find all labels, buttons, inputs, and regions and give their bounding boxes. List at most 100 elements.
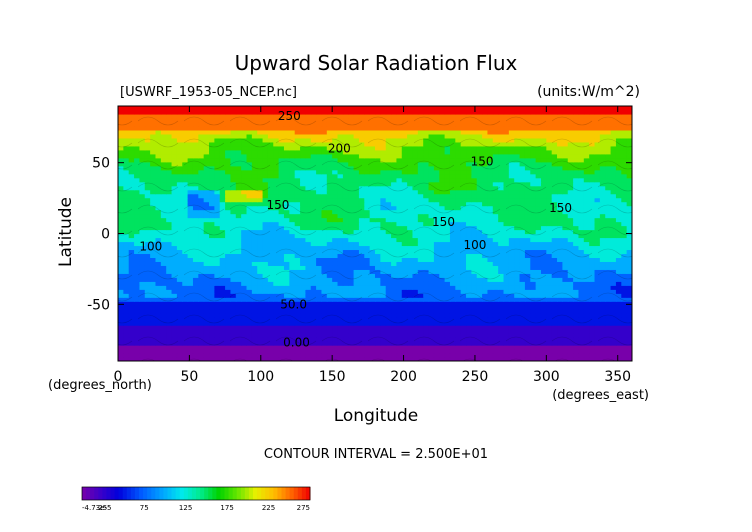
heatmap-cell — [294, 193, 301, 199]
heatmap-cell — [187, 269, 194, 274]
heatmap-cell — [385, 181, 392, 187]
heatmap-cell — [337, 281, 344, 286]
heatmap-cell — [471, 189, 478, 195]
heatmap-cell — [316, 189, 323, 195]
heatmap-cell — [171, 309, 178, 314]
heatmap-cell — [225, 157, 232, 163]
heatmap-cell — [407, 281, 414, 286]
heatmap-cell — [273, 293, 280, 298]
heatmap-cell — [241, 161, 248, 167]
heatmap-cell — [557, 217, 563, 223]
heatmap-cell — [508, 153, 515, 159]
heatmap-cell — [294, 217, 301, 223]
heatmap-cell — [342, 217, 349, 223]
heatmap-cell — [455, 161, 462, 167]
heatmap-cell — [380, 185, 387, 191]
heatmap-cell — [273, 281, 280, 286]
heatmap-cell — [348, 161, 355, 167]
heatmap-cell — [332, 269, 339, 274]
heatmap-cell — [203, 225, 210, 231]
heatmap-cell — [316, 177, 323, 183]
heatmap-cell — [209, 345, 215, 350]
heatmap-cell — [214, 321, 221, 326]
heatmap-cell — [134, 169, 141, 175]
heatmap-cell — [139, 217, 146, 223]
heatmap-cell — [118, 317, 124, 322]
heatmap-cell — [471, 201, 478, 207]
heatmap-cell — [535, 293, 542, 298]
heatmap-cell — [214, 197, 221, 203]
heatmap-cell — [171, 233, 178, 239]
heatmap-cell — [246, 189, 253, 195]
heatmap-cell — [310, 177, 317, 183]
heatmap-cell — [230, 221, 237, 227]
heatmap-cell — [428, 337, 435, 342]
heatmap-cell — [332, 177, 339, 183]
heatmap-cell — [171, 329, 178, 334]
heatmap-cell — [540, 213, 547, 219]
heatmap-cell — [417, 209, 424, 215]
heatmap-cell — [391, 297, 398, 302]
heatmap-cell — [519, 193, 526, 199]
heatmap-cell — [460, 305, 467, 310]
heatmap-cell — [444, 197, 451, 203]
heatmap-cell — [557, 157, 563, 163]
heatmap-cell — [369, 313, 376, 318]
heatmap-cell — [562, 225, 569, 231]
heatmap-cell — [294, 249, 301, 255]
heatmap-cell — [139, 277, 146, 282]
heatmap-cell — [401, 329, 408, 334]
heatmap-cell — [444, 209, 451, 215]
heatmap-cell — [310, 285, 317, 290]
heatmap-cell — [171, 189, 178, 195]
heatmap-cell — [412, 205, 419, 211]
heatmap-cell — [134, 221, 141, 227]
heatmap-cell — [134, 293, 141, 298]
heatmap-cell — [476, 205, 483, 211]
heatmap-cell — [396, 269, 403, 274]
heatmap-cell — [214, 349, 221, 354]
heatmap-cell — [385, 309, 392, 314]
heatmap-cell — [503, 289, 510, 294]
heatmap-cell — [353, 213, 360, 219]
heatmap-cell — [546, 293, 553, 298]
heatmap-cell — [171, 229, 178, 235]
heatmap-cell — [342, 309, 349, 314]
heatmap-cell — [615, 153, 622, 159]
heatmap-cell — [348, 289, 355, 294]
heatmap-cell — [444, 337, 451, 342]
heatmap-cell — [198, 269, 205, 274]
heatmap-cell — [187, 297, 194, 302]
heatmap-cell — [139, 161, 146, 167]
heatmap-cell — [235, 269, 242, 274]
heatmap-cell — [294, 233, 301, 239]
heatmap-cell — [460, 257, 467, 262]
heatmap-cell — [557, 285, 563, 290]
heatmap-cell — [230, 193, 237, 199]
heatmap-cell — [289, 269, 296, 274]
heatmap-cell — [337, 273, 344, 278]
heatmap-cell — [262, 333, 269, 338]
heatmap-cell — [492, 253, 499, 258]
heatmap-cell — [310, 321, 317, 326]
heatmap-cell — [573, 317, 580, 322]
heatmap-cell — [198, 349, 205, 354]
heatmap-cell — [498, 273, 505, 278]
heatmap-cell — [615, 269, 622, 274]
heatmap-cell — [262, 329, 269, 334]
heatmap-cell — [546, 321, 553, 326]
heatmap-cell — [262, 233, 269, 239]
heatmap-cell — [455, 221, 462, 227]
heatmap-cell — [605, 153, 612, 159]
heatmap-cell — [209, 221, 215, 227]
heatmap-cell — [385, 313, 392, 318]
heatmap-cell — [594, 289, 601, 294]
heatmap-cell — [160, 341, 167, 346]
heatmap-cell — [246, 217, 253, 223]
heatmap-cell — [358, 193, 365, 199]
heatmap-cell — [391, 201, 398, 207]
heatmap-cell — [428, 257, 435, 262]
heatmap-cell — [385, 165, 392, 171]
heatmap-cell — [267, 297, 274, 302]
heatmap-cell — [449, 301, 456, 306]
